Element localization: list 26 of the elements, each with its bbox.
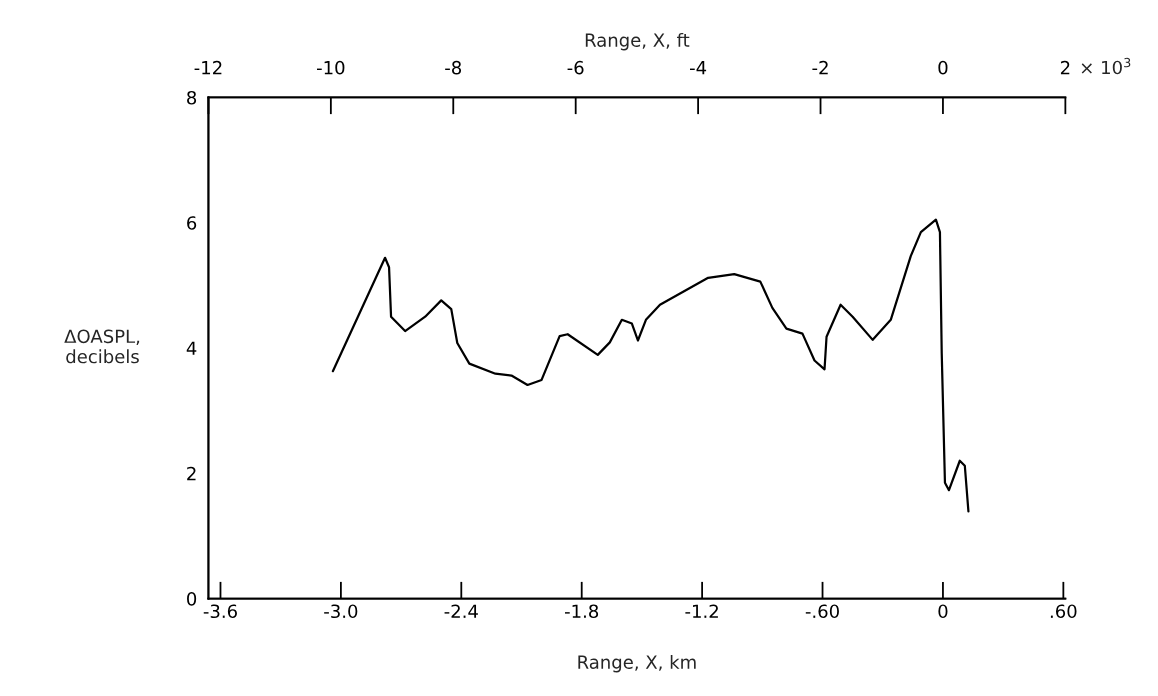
x-tick-label: -2.4 [444,604,478,618]
x-tick-label: 0 [938,604,948,619]
x-tick-label: -.60 [805,604,839,619]
y-axis-title: ΔOASPL, decibels [64,329,140,364]
y-tick-label: 2 [187,466,196,481]
x-axis-title: Range, X, km [578,654,696,673]
x2-tick-label: -2 [812,60,828,75]
y-tick-label: 4 [186,341,197,355]
x-tick-label: .60 [1050,604,1077,619]
x2-tick-label: -6 [567,60,584,75]
x2-tick-label: 0 [938,60,948,75]
x2-tick-label: -8 [445,60,462,75]
y-tick-label: 6 [187,216,197,230]
y-tick-label: 0 [187,592,197,606]
x-tick-label: -3.0 [324,604,358,619]
x-tick-label: -1.8 [564,604,599,619]
text: × 10$^{3}$ [1081,57,1131,75]
x-tick-label: -1.2 [685,604,718,618]
line-series [331,218,970,513]
x2-tick-label: -4 [689,61,707,75]
x2-tick-label: 2 [1060,60,1070,75]
x2-tick-label: -12 [194,60,222,75]
x-tick-label: -3.6 [203,604,237,619]
x2-tick-label: -10 [317,60,345,75]
x2-axis-title: Range, X, ft [585,32,690,51]
y-tick-label: 8 [187,90,197,105]
